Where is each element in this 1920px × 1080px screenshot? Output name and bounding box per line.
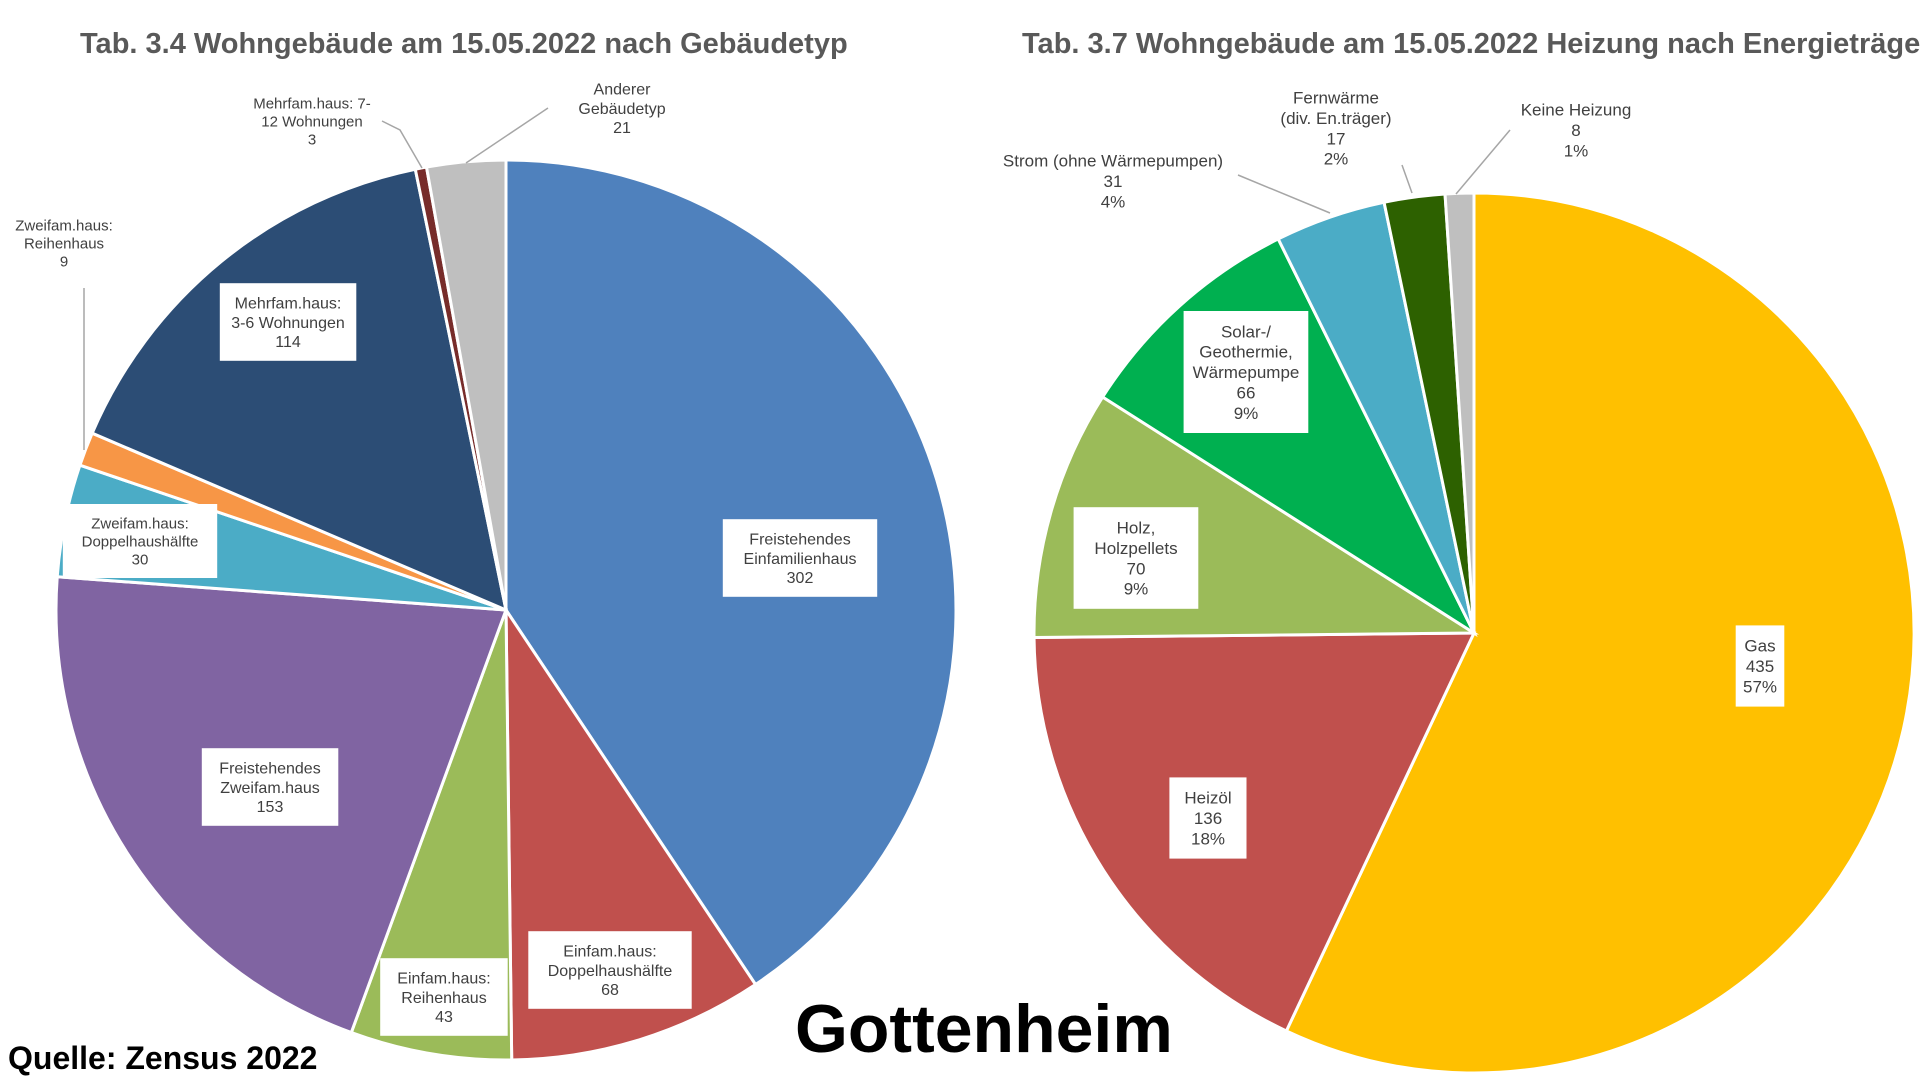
place-name: Gottenheim xyxy=(795,991,1173,1067)
data-label-mehrfam-haus-3-6-wohnungen: Mehrfam.haus: 3-6 Wohnungen 114 xyxy=(219,283,357,361)
data-label-solar-geothermie-waermepumpe: Solar-/Geothermie, Wärmepumpe 66 9% xyxy=(1183,311,1309,433)
leader-line-keine-heizung xyxy=(1455,129,1511,195)
leader-line-anderer-gebaeudetyp xyxy=(465,107,549,164)
pie-chart-energietraeger: Gas 435 57% Heizöl 136 18% Holz, Holzpellets 70 9… xyxy=(1003,89,1916,1075)
leader-line-strom-ohne-waermepumpen xyxy=(1237,174,1331,214)
data-label-heizoel: Heizöl 136 18% xyxy=(1169,777,1247,859)
label-text-strom-ohne-waermepumpen: Strom (ohne Wärmepumpen) 31 4% xyxy=(1003,152,1223,212)
data-label-mehrfam-haus-7-12-wohnungen: Mehrfam.haus: 7-12 Wohnungen 3 xyxy=(253,95,423,169)
data-label-einfam-haus-reihenhaus: Einfam.haus: Reihenhaus 43 xyxy=(380,958,508,1036)
data-label-keine-heizung: Keine Heizung 8 1% xyxy=(1455,101,1632,195)
data-label-zweifam-haus-reihenhaus: Zweifam.haus: Reihenhaus 9 xyxy=(15,217,113,450)
label-text-fernwaerme-div-en-traeger: Fernwärme (div. En.träger) 17 2% xyxy=(1280,89,1391,169)
label-text-anderer-gebaeudetyp: Anderer Gebäudetyp 21 xyxy=(578,82,665,137)
label-box-einfam-haus-doppelhaushaelfte xyxy=(528,931,692,1009)
data-label-freistehendes-zweifam-haus: Freistehendes Zweifam.haus 153 xyxy=(201,748,339,826)
leader-line-mehrfam-haus-7-12-wohnungen xyxy=(381,120,423,169)
label-text-mehrfam-haus-7-12-wohnungen: Mehrfam.haus: 7-12 Wohnungen 3 xyxy=(253,95,371,148)
chart-title-gebaeudetyp: Tab. 3.4 Wohngebäude am 15.05.2022 nach … xyxy=(80,28,848,60)
data-label-zweifam-haus-doppelhaushaelfte: Zweifam.haus: Doppelhaushälfte 30 xyxy=(62,504,218,578)
data-label-einfam-haus-doppelhaushaelfte: Einfam.haus: Doppelhaushälfte 68 xyxy=(528,931,692,1009)
label-text-solar-geothermie-waermepumpe: Solar-/Geothermie, Wärmepumpe 66 9% xyxy=(1193,322,1300,423)
label-text-heizoel: Heizöl 136 18% xyxy=(1184,789,1231,849)
leader-line-fernwaerme-div-en-traeger xyxy=(1401,164,1413,194)
pie-slice-mehrfam-haus-3-6-wohnungen xyxy=(90,167,509,613)
label-box-gas xyxy=(1735,625,1785,707)
label-text-freistehendes-zweifam-haus: Freistehendes Zweifam.haus 153 xyxy=(219,761,320,816)
pie-slice-gas xyxy=(1284,191,1916,1075)
label-box-zweifam-haus-doppelhaushaelfte xyxy=(62,504,218,578)
label-box-freistehendes-zweifam-haus xyxy=(201,748,339,826)
pie-slice-anderer-gebaeudetyp xyxy=(424,158,508,611)
label-text-holz-holzpellets: Holz, Holzpellets 70 9% xyxy=(1094,519,1177,599)
pie-slice-einfam-haus-reihenhaus xyxy=(349,609,514,1062)
pie-chart-gebaeudetyp: Freistehendes Einfamilienhaus 302 Einfam.ha… xyxy=(15,82,958,1062)
data-label-anderer-gebaeudetyp: Anderer Gebäudetyp 21 xyxy=(465,82,666,164)
data-label-strom-ohne-waermepumpen: Strom (ohne Wärmepumpen) 31 4% xyxy=(1003,152,1331,214)
chart-title-energietraeger: Tab. 3.7 Wohngebäude am 15.05.2022 Heizu… xyxy=(1022,28,1920,60)
label-box-mehrfam-haus-3-6-wohnungen xyxy=(219,283,357,361)
label-text-gas: Gas 435 57% xyxy=(1743,637,1777,697)
label-text-einfam-haus-doppelhaushaelfte: Einfam.haus: Doppelhaushälfte 68 xyxy=(548,944,673,999)
data-label-fernwaerme-div-en-traeger: Fernwärme (div. En.träger) 17 2% xyxy=(1280,89,1413,194)
source-note: Quelle: Zensus 2022 xyxy=(8,1040,318,1076)
label-box-holz-holzpellets xyxy=(1073,507,1199,609)
pie-slice-heizoel xyxy=(1032,631,1477,1033)
label-text-zweifam-haus-doppelhaushaelfte: Zweifam.haus: Doppelhaushälfte 30 xyxy=(82,515,199,568)
label-text-keine-heizung: Keine Heizung 8 1% xyxy=(1521,101,1632,161)
label-text-zweifam-haus-reihenhaus: Zweifam.haus: Reihenhaus 9 xyxy=(15,217,113,270)
pie-slice-keine-heizung xyxy=(1443,191,1476,634)
label-box-freistehendes-einfamilienhaus xyxy=(722,519,878,597)
label-text-einfam-haus-reihenhaus: Einfam.haus: Reihenhaus 43 xyxy=(397,971,490,1026)
label-box-einfam-haus-reihenhaus xyxy=(380,958,508,1036)
data-label-gas: Gas 435 57% xyxy=(1735,625,1785,707)
label-text-freistehendes-einfamilienhaus: Freistehendes Einfamilienhaus 302 xyxy=(744,532,857,587)
label-text-mehrfam-haus-3-6-wohnungen: Mehrfam.haus: 3-6 Wohnungen 114 xyxy=(231,296,345,351)
data-label-holz-holzpellets: Holz, Holzpellets 70 9% xyxy=(1073,507,1199,609)
data-label-freistehendes-einfamilienhaus: Freistehendes Einfamilienhaus 302 xyxy=(722,519,878,597)
label-box-solar-geothermie-waermepumpe xyxy=(1183,311,1309,433)
label-box-heizoel xyxy=(1169,777,1247,859)
